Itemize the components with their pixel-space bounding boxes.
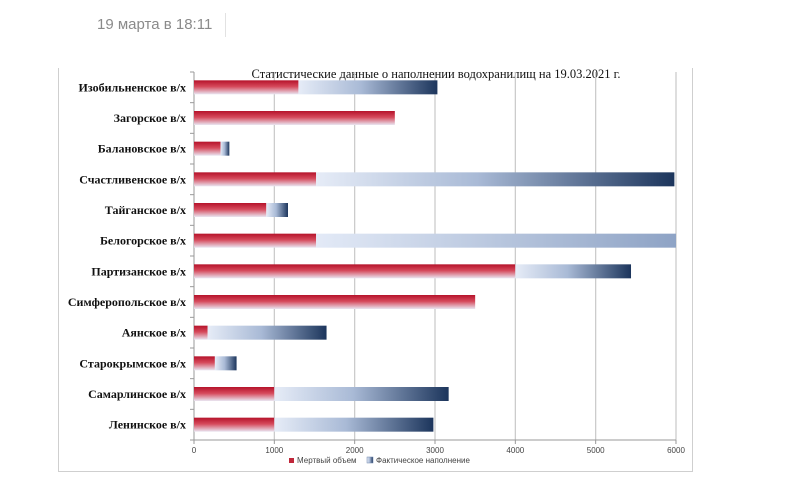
bar-dead-volume: [194, 141, 221, 156]
category-label: Балановское в/х: [98, 142, 186, 156]
bar-actual-fill: [316, 233, 676, 248]
legend-label-dead-volume: Мертвый объем: [297, 456, 357, 465]
bar-dead-volume: [194, 356, 215, 371]
bar-dead-volume: [194, 387, 275, 401]
category-label: Ленинское в/х: [109, 418, 186, 432]
category-label: Белогорское в/х: [100, 234, 186, 248]
bar-actual-fill: [214, 356, 237, 371]
bar-actual-fill: [207, 325, 327, 340]
bar-actual-fill: [515, 264, 632, 279]
bar-dead-volume: [194, 203, 267, 217]
category-label: Партизанское в/х: [91, 264, 186, 278]
category-label: Старокрымское в/х: [79, 356, 186, 370]
x-tick-label: 1000: [265, 446, 283, 455]
bar-dead-volume: [194, 172, 317, 187]
x-tick-label: 4000: [506, 446, 524, 455]
legend-label-actual-fill: Фактическое наполнение: [376, 456, 470, 465]
legend-swatch-dead-volume: [289, 458, 294, 463]
bar-dead-volume: [194, 325, 208, 340]
bar-actual-fill: [220, 141, 230, 156]
bar-actual-fill: [274, 417, 434, 432]
category-label: Тайганское в/х: [105, 203, 186, 217]
x-tick-label: 0: [192, 446, 197, 455]
x-tick-label: 5000: [587, 446, 605, 455]
category-label: Изобильненское в/х: [79, 80, 186, 94]
x-tick-label: 6000: [667, 446, 685, 455]
bar-dead-volume: [194, 233, 317, 248]
bar-actual-fill: [298, 80, 438, 95]
chart-title: Статистические данные о наполнении водох…: [252, 67, 621, 81]
bar-actual-fill: [266, 203, 288, 217]
bar-actual-fill: [316, 172, 675, 187]
legend-swatch-actual-fill: [366, 456, 374, 464]
bar-dead-volume: [194, 417, 275, 432]
x-tick-label: 3000: [426, 446, 444, 455]
x-axis-ticks: 0 1000 2000 3000 4000 5000 6000: [192, 440, 685, 455]
bars: [194, 80, 676, 432]
bar-dead-volume: [194, 295, 476, 309]
date-divider: [225, 13, 226, 37]
category-label: Симферопольское в/х: [68, 295, 186, 309]
category-label: Аянское в/х: [122, 326, 186, 340]
category-label: Счастливенское в/х: [79, 172, 186, 186]
bar-actual-fill: [274, 387, 449, 401]
grid-lines: [190, 71, 677, 441]
category-label: Самарлинское в/х: [88, 387, 186, 401]
bar-dead-volume: [194, 80, 299, 95]
legend: Мертвый объем Фактическое наполнение: [289, 456, 470, 465]
category-label: Загорское в/х: [114, 111, 186, 125]
category-labels: Изобильненское в/х Загорское в/х Балановск…: [68, 80, 186, 431]
post-date: 19 марта в 18:11: [97, 16, 213, 33]
chart-frame: [58, 68, 693, 472]
bar-dead-volume: [194, 264, 516, 279]
x-tick-label: 2000: [346, 446, 364, 455]
bar-dead-volume: [194, 111, 395, 125]
